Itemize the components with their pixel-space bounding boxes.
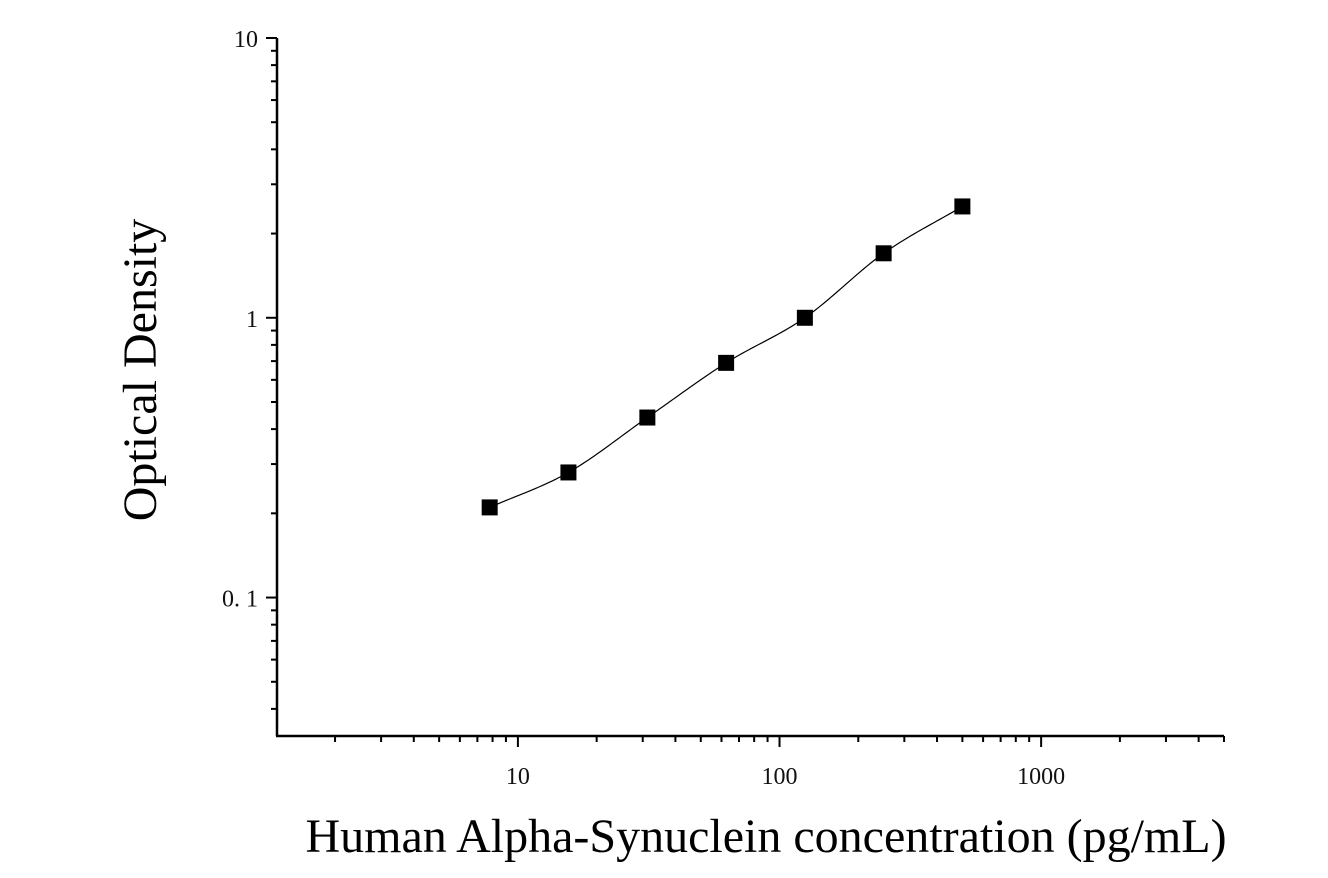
x-tick-label: 100	[762, 764, 798, 790]
x-axis-title: Human Alpha-Synuclein concentration (pg/…	[305, 810, 1226, 863]
data-point	[639, 409, 656, 426]
y-tick-label: 0. 1	[222, 587, 258, 613]
y-tick-labels: 10 1 0. 1	[222, 27, 258, 613]
data-point	[560, 464, 577, 481]
axes	[275, 38, 1224, 738]
minor-ticks	[271, 49, 1225, 742]
data-point	[718, 354, 735, 371]
major-ticks	[266, 37, 1043, 747]
y-axis-title: Optical Density	[114, 219, 167, 522]
y-tick-label: 1	[246, 307, 258, 333]
data-points	[481, 198, 971, 516]
x-tick-labels: 10 100 1000	[506, 764, 1065, 790]
data-point	[481, 499, 498, 516]
data-point	[875, 245, 892, 262]
x-tick-label: 1000	[1017, 764, 1065, 790]
data-point	[954, 198, 971, 215]
data-point	[796, 309, 813, 326]
y-tick-label: 10	[234, 27, 258, 53]
x-tick-label: 10	[506, 764, 530, 790]
